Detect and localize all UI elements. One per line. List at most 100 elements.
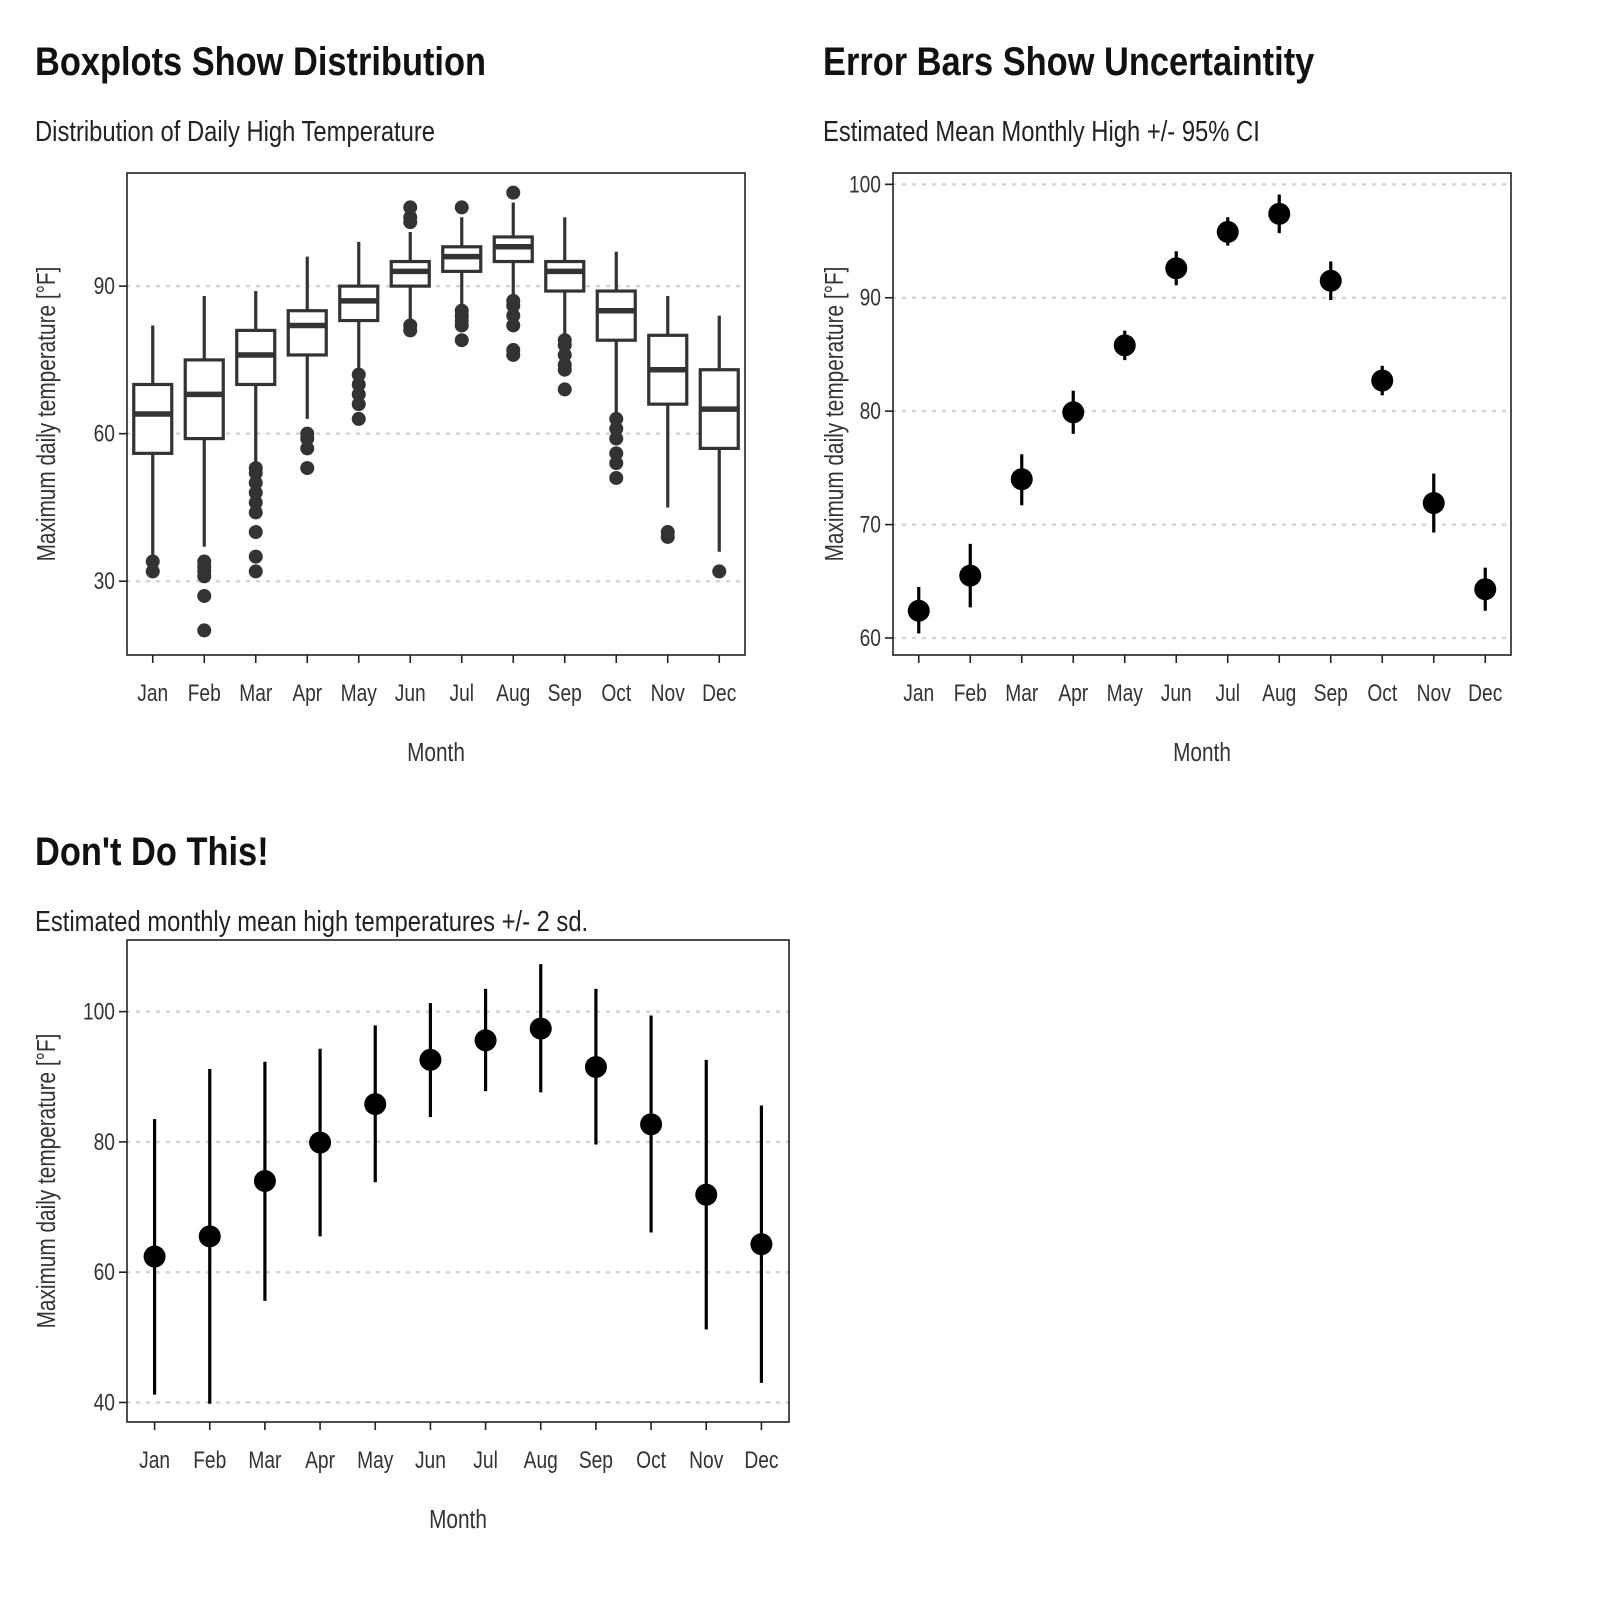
outlier-point — [248, 495, 263, 510]
mean-point — [309, 1131, 332, 1154]
box-body — [595, 289, 637, 342]
x-axis-title: Month — [429, 1505, 487, 1534]
outlier-point — [248, 549, 263, 564]
outlier-point — [609, 470, 624, 485]
mean-point — [584, 1056, 607, 1079]
estimate-jul — [474, 988, 497, 1092]
x-axis-title: Month — [407, 738, 465, 767]
x-tick-label: Sep — [548, 679, 582, 707]
box-jan — [132, 325, 174, 579]
x-tick-label: Sep — [579, 1446, 613, 1474]
sd-panel: Don't Do This! Estimated monthly mean hi… — [32, 830, 825, 1570]
mean-point — [1371, 369, 1394, 392]
outlier-point — [403, 318, 418, 333]
mean-point — [419, 1048, 442, 1071]
sd-title: Don't Do This! — [35, 830, 269, 874]
estimate-dec — [1474, 567, 1497, 611]
outlier-point — [248, 475, 263, 490]
mean-point — [474, 1029, 497, 1052]
box-jun — [389, 200, 431, 338]
outlier-point — [557, 382, 572, 397]
outlier-point — [506, 308, 521, 323]
estimate-sep — [584, 988, 607, 1145]
x-tick-label: Jan — [137, 679, 168, 707]
x-tick-label: Nov — [651, 679, 685, 707]
outlier-point — [300, 426, 315, 441]
mean-point — [1165, 257, 1188, 280]
estimate-oct — [640, 1015, 663, 1233]
outlier-point — [660, 525, 675, 540]
outlier-point — [197, 623, 212, 638]
x-tick-label: Oct — [601, 679, 631, 707]
outlier-point — [403, 210, 418, 225]
outlier-point — [351, 411, 366, 426]
outlier-point — [609, 421, 624, 436]
estimate-jan — [907, 586, 930, 634]
x-tick-label: Aug — [524, 1446, 558, 1474]
errorbar-subtitle: Estimated Mean Monthly High +/- 95% CI — [823, 116, 1260, 148]
y-tick-label: 80 — [860, 397, 881, 425]
y-tick-label: 40 — [94, 1388, 115, 1416]
mean-point — [198, 1225, 221, 1248]
mean-point — [959, 564, 982, 587]
outlier-point — [248, 525, 263, 540]
x-tick-label: Aug — [1262, 679, 1296, 707]
box-body — [132, 382, 174, 455]
estimate-mar — [1010, 454, 1033, 506]
mean-point — [1474, 578, 1497, 601]
outlier-point — [351, 377, 366, 392]
errorbar-panel: Error Bars Show Uncertaintity Estimated … — [820, 40, 1563, 780]
outlier-point — [351, 387, 366, 402]
x-tick-label: Nov — [689, 1446, 723, 1474]
y-tick-label: 70 — [860, 510, 881, 538]
outlier-point — [351, 367, 366, 382]
mean-point — [1010, 468, 1033, 491]
errorbar-chart: 60 70 80 90 100 Jan Feb Mar Apr May Jun Jul Aug Sep Oc… — [820, 170, 1513, 767]
outlier-point — [506, 318, 521, 333]
estimate-nov — [1422, 473, 1445, 533]
outlier-point — [557, 347, 572, 362]
estimate-jun — [1165, 251, 1188, 286]
box-apr — [286, 256, 328, 476]
outlier-point — [248, 505, 263, 520]
outlier-point — [351, 397, 366, 412]
x-tick-label: Feb — [954, 679, 987, 707]
x-tick-label: Mar — [239, 679, 272, 707]
y-tick-label: 100 — [849, 170, 881, 198]
mean-point — [1268, 202, 1291, 225]
x-tick-label: Apr — [305, 1446, 335, 1474]
x-tick-label: Jul — [449, 679, 474, 707]
plot-border — [126, 939, 790, 1423]
x-tick-label: Mar — [1005, 679, 1038, 707]
plot-border — [126, 172, 746, 656]
box-dec — [698, 315, 740, 579]
y-tick-label: 60 — [860, 624, 881, 652]
outlier-point — [300, 441, 315, 456]
y-tick-label: 30 — [94, 567, 115, 595]
x-tick-label: Jun — [395, 679, 426, 707]
outlier-point — [197, 554, 212, 569]
estimate-sep — [1319, 261, 1342, 301]
mean-point — [364, 1093, 387, 1116]
x-tick-label: Jul — [473, 1446, 498, 1474]
estimate-jun — [419, 1003, 442, 1118]
outlier-point — [454, 333, 469, 348]
outlier-point — [506, 185, 521, 200]
x-tick-label: Feb — [188, 679, 221, 707]
boxplot-panel: Boxplots Show Distribution Distribution … — [32, 40, 775, 780]
estimate-feb — [198, 1068, 221, 1404]
outlier-point — [506, 343, 521, 358]
outlier-point — [145, 564, 160, 579]
y-axis-title: Maximum daily temperature [°F] — [32, 267, 61, 562]
mean-point — [695, 1183, 718, 1206]
x-tick-label: Jan — [903, 679, 934, 707]
x-tick-label: Jun — [415, 1446, 446, 1474]
sd-errorbar-chart: 40 60 80 100 Jan Feb Mar Apr May Jun Jul Aug Sep Oct N… — [32, 939, 791, 1534]
mean-point — [750, 1233, 773, 1256]
x-tick-label: Dec — [702, 679, 736, 707]
x-axis-title: Month — [1173, 738, 1231, 767]
x-tick-label: Oct — [636, 1446, 666, 1474]
y-tick-label: 60 — [94, 1258, 115, 1286]
estimate-mar — [253, 1061, 276, 1301]
sd-subtitle: Estimated monthly mean high temperatures… — [35, 906, 589, 938]
